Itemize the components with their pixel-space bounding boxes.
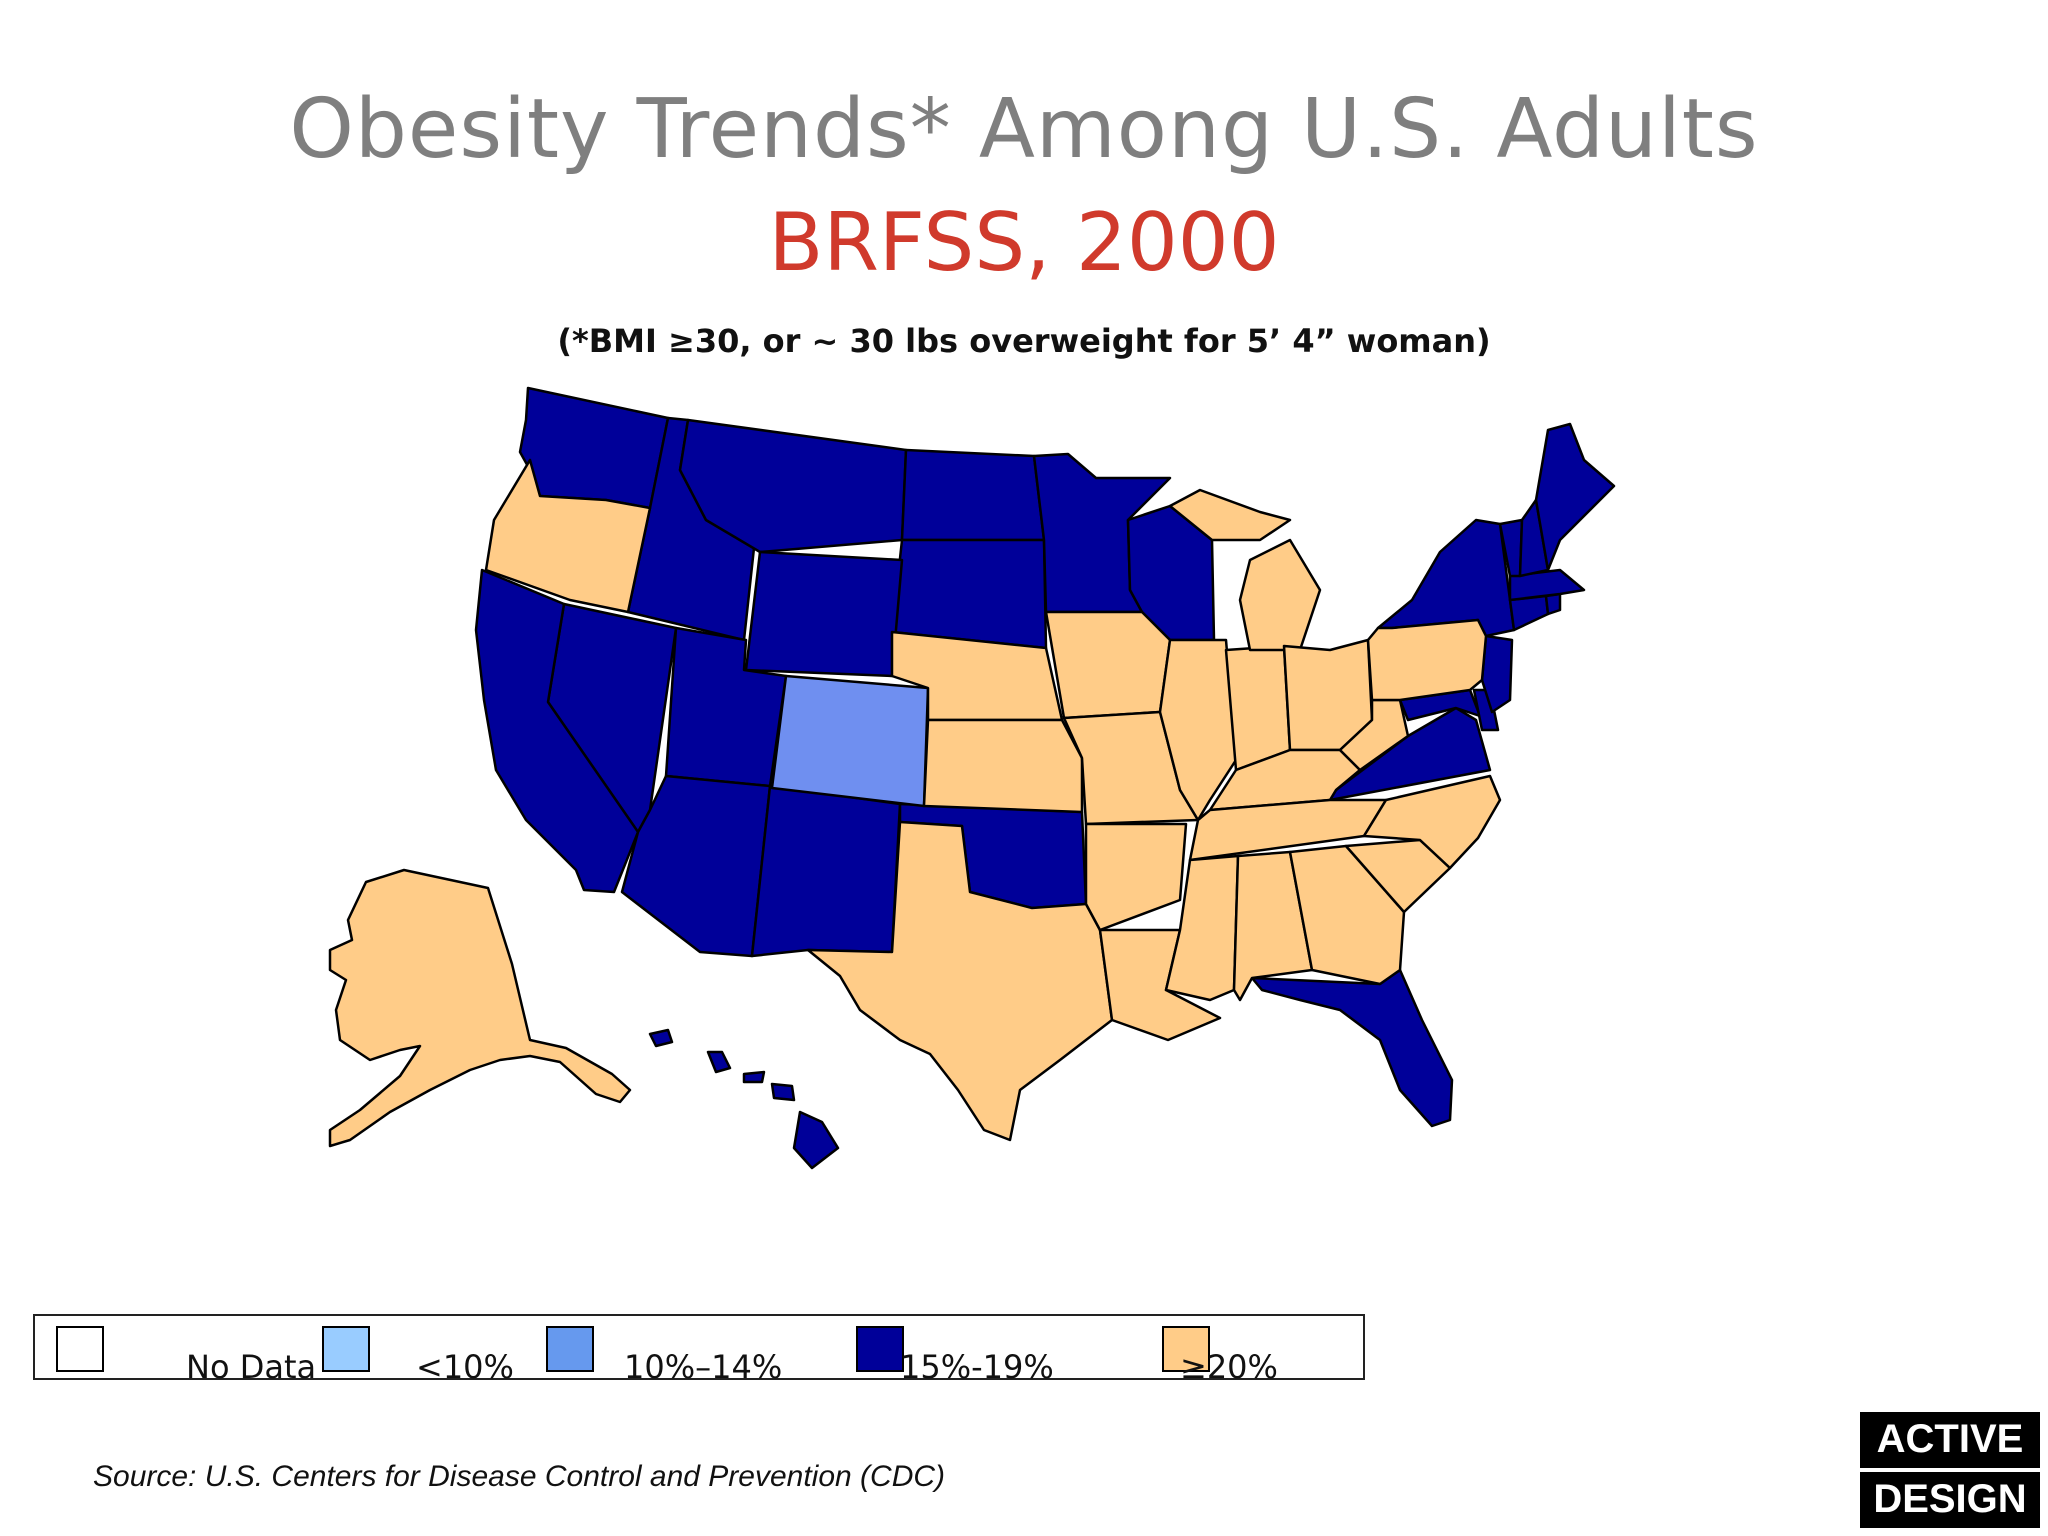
legend-label-15-19: 15%-19% bbox=[900, 1348, 1054, 1386]
legend-label-no-data: No Data bbox=[186, 1348, 317, 1386]
state-OR bbox=[484, 458, 652, 614]
state-NY bbox=[1376, 518, 1516, 638]
state-HI-3 bbox=[742, 1070, 766, 1084]
state-AR bbox=[1084, 822, 1188, 932]
state-KS bbox=[922, 718, 1084, 814]
legend-swatch-lt10 bbox=[322, 1326, 370, 1372]
state-WA bbox=[518, 386, 670, 510]
state-PA bbox=[1366, 618, 1488, 702]
state-IA bbox=[1044, 610, 1172, 720]
state-ND bbox=[900, 448, 1046, 542]
state-NC bbox=[1362, 774, 1502, 870]
legend-swatch-10-14 bbox=[546, 1326, 594, 1372]
state-TX bbox=[806, 820, 1114, 1142]
state-MA bbox=[1508, 568, 1586, 602]
blue-states bbox=[474, 386, 1616, 1128]
state-ME bbox=[1534, 422, 1616, 572]
hawaii bbox=[648, 1028, 840, 1170]
page-title: Obesity Trends* Among U.S. Adults bbox=[289, 82, 1759, 177]
orange-states bbox=[484, 458, 1502, 1142]
state-NM bbox=[750, 784, 902, 958]
legend-label-ge20: ≥20% bbox=[1180, 1348, 1278, 1386]
state-IN bbox=[1224, 644, 1292, 772]
source-note: Source: U.S. Centers for Disease Control… bbox=[93, 1460, 946, 1493]
state-CT bbox=[1508, 594, 1550, 632]
state-MI bbox=[1238, 538, 1322, 652]
state-HI-2 bbox=[706, 1050, 732, 1074]
legend-label-lt10: <10% bbox=[416, 1348, 514, 1386]
state-RI bbox=[1544, 592, 1562, 616]
legend-swatch-no-data bbox=[56, 1326, 104, 1372]
legend-label-10-14: 10%–14% bbox=[624, 1348, 783, 1386]
state-AK bbox=[328, 868, 632, 1148]
brand-logo-line2: DESIGN bbox=[1860, 1472, 2040, 1528]
legend bbox=[33, 1314, 1365, 1380]
state-HI-1 bbox=[648, 1028, 674, 1048]
state-WY bbox=[744, 550, 904, 678]
legend-swatch-ge20 bbox=[1162, 1326, 1210, 1372]
page-subtitle: BRFSS, 2000 bbox=[768, 196, 1280, 289]
legend-swatch-15-19 bbox=[856, 1326, 904, 1372]
state-FL bbox=[1250, 968, 1454, 1128]
state-CO bbox=[770, 674, 930, 808]
state-CA bbox=[474, 568, 640, 894]
brand-logo-line1: ACTIVE bbox=[1860, 1412, 2040, 1468]
state-SD bbox=[890, 538, 1048, 650]
state-HI-4 bbox=[770, 1082, 796, 1102]
state-HI-5 bbox=[792, 1110, 840, 1170]
bmi-note: (*BMI ≥30, or ~ 30 lbs overweight for 5’… bbox=[557, 322, 1491, 360]
state-MI-UP bbox=[1168, 488, 1292, 542]
